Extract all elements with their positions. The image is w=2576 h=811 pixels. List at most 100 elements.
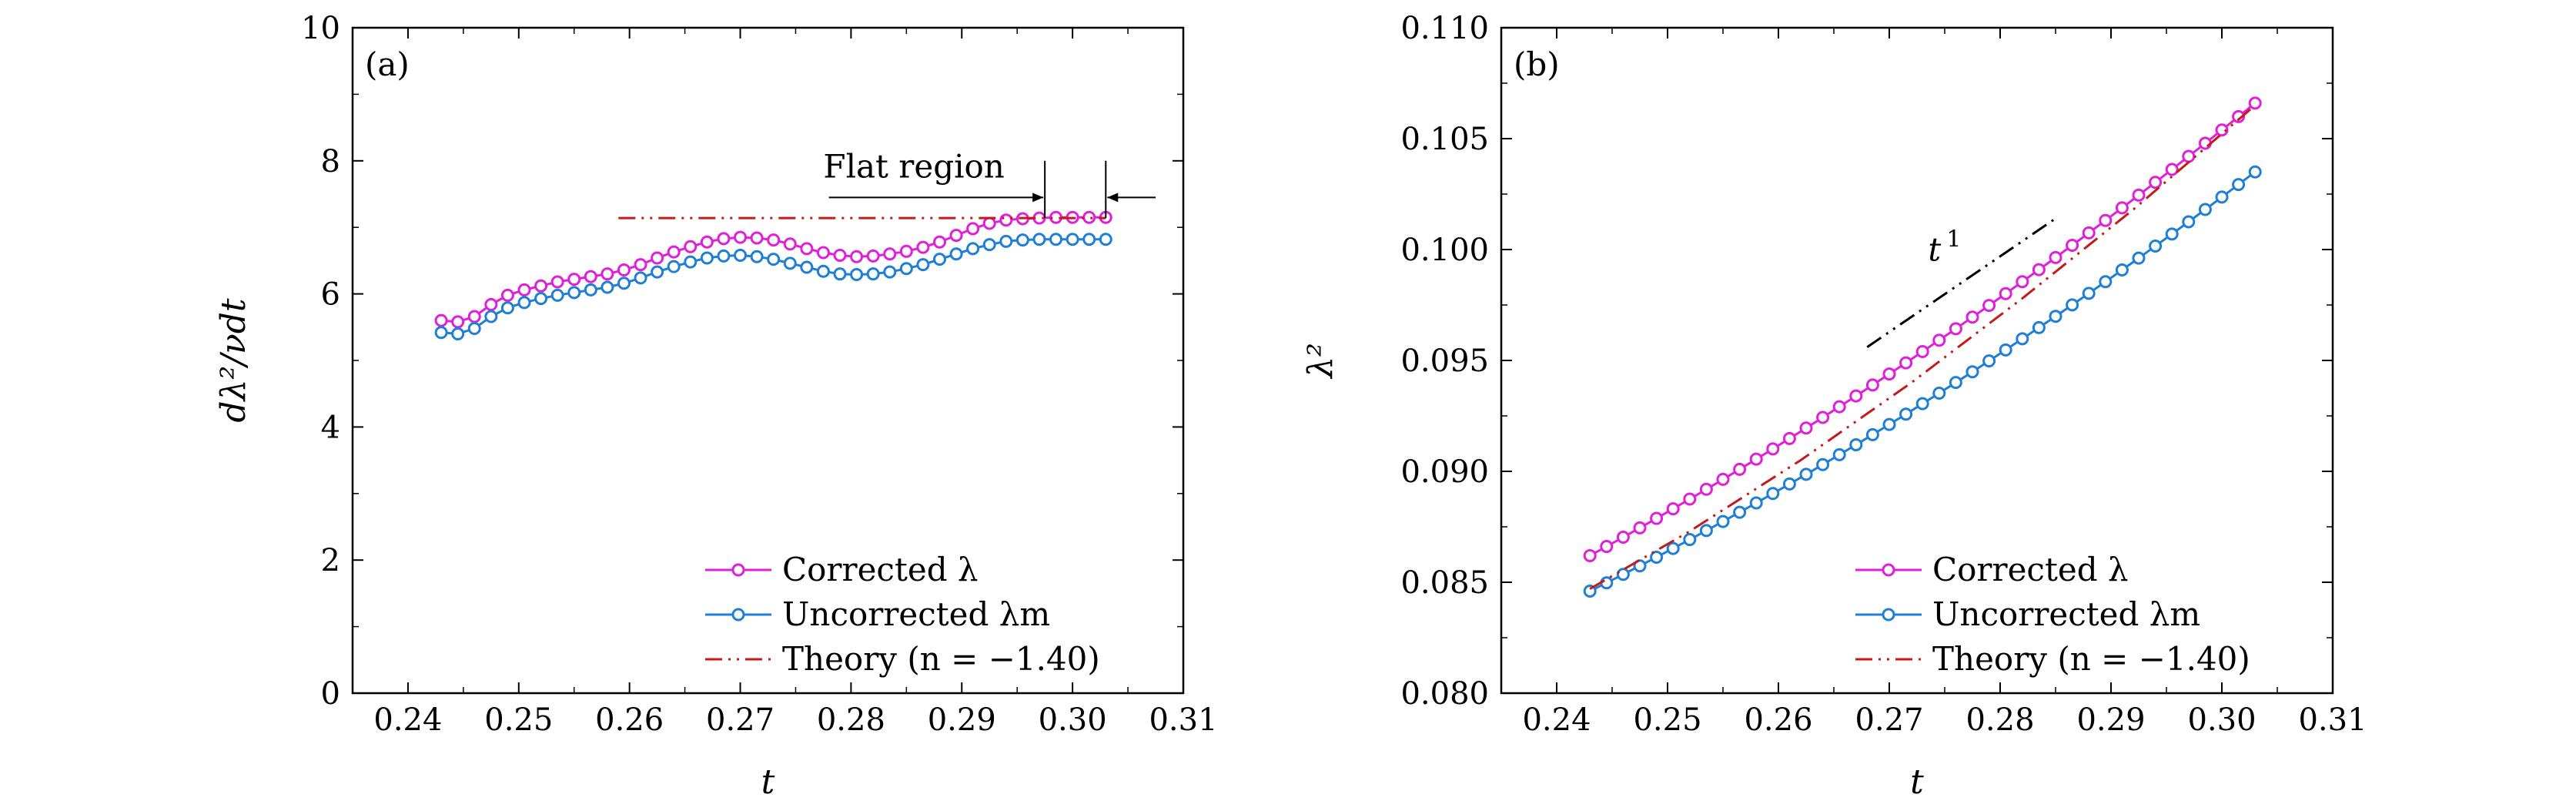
- data-point-uncorrected: [1865, 427, 1879, 441]
- data-point-uncorrected: [816, 264, 830, 278]
- x-tick-label: 0.24: [1522, 702, 1591, 738]
- legend-label: Corrected λ: [782, 551, 979, 588]
- data-point-corrected: [1832, 400, 1846, 414]
- data-point-corrected: [2132, 188, 2146, 202]
- data-point-uncorrected: [1832, 447, 1846, 461]
- data-point-corrected: [717, 232, 731, 246]
- data-point-corrected: [2232, 109, 2246, 123]
- data-point-uncorrected: [2066, 298, 2079, 312]
- y-tick-label: 10: [301, 11, 340, 46]
- series-corrected: [1583, 96, 2262, 562]
- data-point-corrected: [916, 240, 930, 254]
- y-tick-label: 0.090: [1400, 454, 1489, 490]
- data-point-uncorrected: [500, 301, 514, 315]
- plot-frame: [1500, 26, 2334, 695]
- x-tick-label: 0.28: [817, 702, 885, 738]
- data-point-corrected: [667, 245, 681, 259]
- y-tick-label: 4: [321, 410, 340, 445]
- data-point-corrected: [899, 244, 913, 258]
- data-point-corrected: [2149, 176, 2163, 189]
- data-point-uncorrected: [750, 250, 764, 263]
- data-point-uncorrected: [1999, 343, 2012, 357]
- data-point-uncorrected: [651, 265, 664, 279]
- data-point-uncorrected: [982, 238, 996, 252]
- data-point-uncorrected: [1816, 457, 1830, 471]
- data-point-corrected: [1882, 367, 1896, 381]
- data-point-uncorrected: [517, 296, 531, 310]
- x-tick-label: 0.25: [484, 702, 553, 738]
- data-point-corrected: [584, 270, 597, 283]
- data-point-uncorrected: [2232, 178, 2246, 192]
- data-point-uncorrected: [783, 256, 797, 270]
- data-point-uncorrected: [1633, 559, 1647, 573]
- x-tick-label: 0.27: [1855, 702, 1923, 738]
- data-point-uncorrected: [850, 268, 864, 282]
- legend-entry: Uncorrected λm: [1855, 595, 2200, 633]
- data-point-corrected: [467, 310, 481, 323]
- data-point-corrected: [1699, 482, 1713, 496]
- data-point-uncorrected: [866, 267, 880, 281]
- data-point-uncorrected: [434, 326, 448, 340]
- data-point-uncorrected: [883, 265, 897, 279]
- y-tick-label: 6: [321, 277, 340, 313]
- data-point-uncorrected: [2049, 310, 2062, 323]
- data-point-corrected: [1666, 502, 1680, 516]
- data-point-corrected: [1982, 299, 1996, 313]
- y-tick-label: 0.110: [1400, 11, 1489, 46]
- data-point-corrected: [1799, 421, 1813, 435]
- legend-label: Theory (n = −1.40): [782, 640, 1100, 678]
- legend-label: Theory (n = −1.40): [1932, 640, 2250, 678]
- data-point-corrected: [2115, 201, 2129, 215]
- data-point-uncorrected: [2182, 215, 2196, 229]
- data-point-corrected: [1633, 521, 1647, 535]
- data-point-uncorrected: [700, 251, 714, 265]
- y-axis-title: λ²: [1301, 343, 1340, 380]
- legend-swatch-marker: [1882, 608, 1895, 622]
- data-point-uncorrected: [2099, 275, 2113, 289]
- data-point-uncorrected: [2149, 240, 2163, 253]
- data-point-corrected: [999, 213, 1013, 227]
- panel-label: (a): [365, 45, 410, 83]
- x-tick-label: 0.31: [1149, 702, 1217, 738]
- slope-label: t: [1928, 230, 1941, 268]
- x-tick-label: 0.27: [706, 702, 774, 738]
- x-tick-label: 0.29: [928, 702, 996, 738]
- plot-frame: [351, 26, 1185, 695]
- data-point-uncorrected: [2165, 227, 2179, 241]
- data-point-corrected: [2248, 96, 2262, 110]
- data-point-corrected: [783, 237, 797, 251]
- data-point-uncorrected: [467, 322, 481, 336]
- x-tick-label: 0.26: [595, 702, 664, 738]
- data-point-uncorrected: [1099, 233, 1112, 246]
- data-point-uncorrected: [1082, 233, 1096, 246]
- data-point-corrected: [1899, 356, 1913, 370]
- data-point-uncorrected: [2032, 320, 2046, 334]
- data-point-corrected: [833, 248, 847, 262]
- data-point-uncorrected: [2016, 332, 2029, 346]
- data-point-uncorrected: [999, 234, 1013, 248]
- data-point-corrected: [883, 247, 897, 261]
- data-point-uncorrected: [717, 249, 731, 263]
- data-point-corrected: [866, 249, 880, 263]
- data-point-uncorrected: [1032, 233, 1046, 246]
- data-point-corrected: [1949, 322, 1962, 336]
- data-point-corrected: [434, 313, 448, 327]
- data-point-corrected: [1749, 452, 1763, 466]
- y-tick-label: 2: [321, 543, 340, 578]
- data-point-uncorrected: [1982, 354, 1996, 368]
- data-point-uncorrected: [1849, 437, 1863, 451]
- data-point-uncorrected: [833, 267, 847, 281]
- data-point-corrected: [800, 242, 814, 256]
- legend-entry: Theory (n = −1.40): [705, 640, 1100, 678]
- data-point-uncorrected: [451, 327, 465, 340]
- panel-b: 0.24 0.25 0.26 0.27 0.28 0.29 0.30 0.31 0.080 0.0…: [1301, 11, 2367, 802]
- x-tick-label: 0.30: [1039, 702, 1107, 738]
- data-point-corrected: [2182, 149, 2196, 163]
- data-point-corrected: [617, 263, 631, 276]
- data-point-corrected: [550, 275, 564, 289]
- data-point-corrected: [1915, 344, 1929, 358]
- data-point-corrected: [1600, 540, 1614, 554]
- data-point-corrected: [517, 283, 531, 297]
- data-point-corrected: [1082, 210, 1096, 224]
- series-line-corrected: [1589, 102, 2257, 557]
